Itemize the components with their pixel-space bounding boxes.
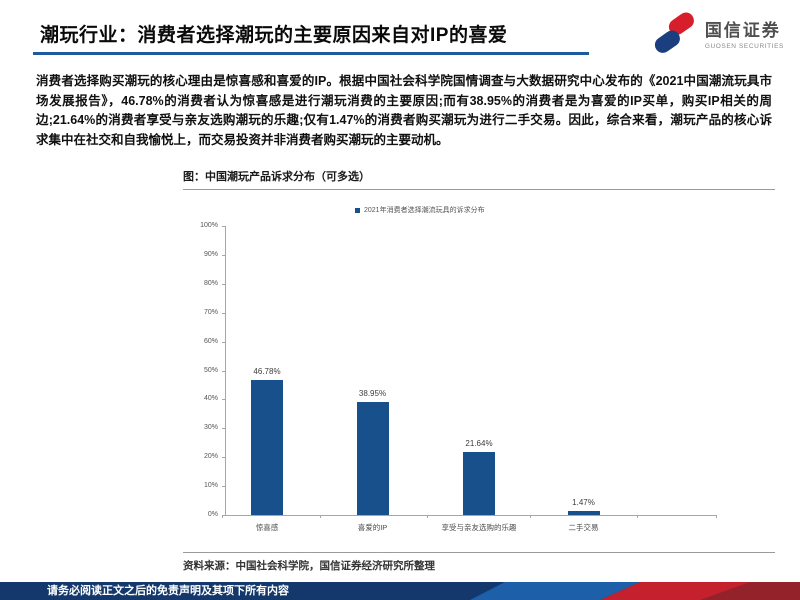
y-tick xyxy=(222,226,225,227)
brand-text: 国信证券 GUOSEN SECURITIES xyxy=(705,16,784,50)
y-axis-line xyxy=(225,226,226,515)
y-tick xyxy=(222,486,225,488)
x-tick xyxy=(222,515,223,518)
footer-band-graphic xyxy=(0,582,800,600)
brand-name: 国信证券 xyxy=(704,21,781,40)
bar xyxy=(356,402,389,515)
y-tick-label: 70% xyxy=(203,308,218,316)
chart-legend: 2021年消费者选择潮流玩具的诉求分布 xyxy=(355,205,485,215)
category-label: 惊喜感 xyxy=(255,523,279,532)
brand-logo: 国信证券 GUOSEN SECURITIES xyxy=(652,12,784,54)
x-tick xyxy=(716,515,717,518)
bar-value-label: 38.95% xyxy=(358,389,387,399)
y-tick-label: 90% xyxy=(203,250,218,258)
brand-subname: GUOSEN SECURITIES xyxy=(704,43,784,50)
y-tick xyxy=(222,254,225,256)
chart-caption: 图：中国潮玩产品诉求分布（可多选） xyxy=(183,171,370,183)
x-tick xyxy=(320,515,321,518)
bar-value-label: 1.47% xyxy=(572,497,595,507)
source-divider xyxy=(183,552,775,553)
footer-band: 请务必阅读正文之后的免责声明及其项下所有内容 xyxy=(0,582,800,600)
plot-area: 0% 10% 20% 30% 40% 50% 60% 70% 80% 90% 100% 46.78% 惊… xyxy=(190,220,735,542)
y-tick xyxy=(222,399,225,401)
caption-divider xyxy=(183,189,775,190)
y-tick-label: 100% xyxy=(200,222,218,229)
x-tick xyxy=(530,515,531,518)
y-tick xyxy=(222,428,225,430)
y-tick-label: 80% xyxy=(203,279,218,287)
legend-marker-icon xyxy=(355,207,360,213)
y-tick-label: 50% xyxy=(203,366,218,374)
summary-lead: 消费者选择购买潮玩的核心理由是惊喜感和喜爱的IP。 xyxy=(36,74,340,88)
y-tick-label: 10% xyxy=(203,482,218,490)
y-tick xyxy=(222,312,225,314)
chart-source: 资料来源：中国社会科学院，国信证券经济研究所整理 xyxy=(183,560,435,572)
bar xyxy=(463,452,495,515)
category-label: 享受与亲友选购的乐趣 xyxy=(441,523,517,532)
x-tick xyxy=(427,515,428,518)
x-tick xyxy=(637,515,638,518)
legend-label: 2021年消费者选择潮流玩具的诉求分布 xyxy=(364,207,485,214)
chart-section: 图：中国潮玩产品诉求分布（可多选） 2021年消费者选择潮流玩具的诉求分布 0%… xyxy=(183,168,775,582)
summary-rest: 根据中国社会科学院国情调查与大数据研究中心发布的《2021中国潮流玩具市场发展报… xyxy=(36,74,773,147)
bar-value-label: 21.64% xyxy=(465,439,493,449)
x-axis-line xyxy=(222,515,716,516)
category-label: 二手交易 xyxy=(568,523,599,532)
y-tick xyxy=(222,370,225,372)
title-underline xyxy=(33,52,589,55)
y-tick xyxy=(222,457,225,459)
category-label: 喜爱的IP xyxy=(357,523,388,532)
y-tick xyxy=(222,341,225,343)
bar xyxy=(251,379,283,515)
y-tick xyxy=(222,283,225,285)
footer-disclaimer: 请务必阅读正文之后的免责声明及其项下所有内容 xyxy=(47,585,289,597)
y-tick-label: 40% xyxy=(203,395,218,403)
y-tick-label: 60% xyxy=(203,337,218,345)
bar xyxy=(567,510,600,515)
bar-value-label: 46.78% xyxy=(253,366,281,376)
y-tick-label: 20% xyxy=(203,453,218,461)
y-tick xyxy=(222,515,225,516)
y-tick-label: 0% xyxy=(207,511,218,518)
summary-paragraph: 消费者选择购买潮玩的核心理由是惊喜感和喜爱的IP。根据中国社会科学院国情调查与大… xyxy=(36,72,772,150)
guosen-logo-icon xyxy=(654,12,694,53)
page-title: 潮玩行业：消费者选择潮玩的主要原因来自对IP的喜爱 xyxy=(40,25,508,46)
y-tick-label: 30% xyxy=(203,424,218,432)
